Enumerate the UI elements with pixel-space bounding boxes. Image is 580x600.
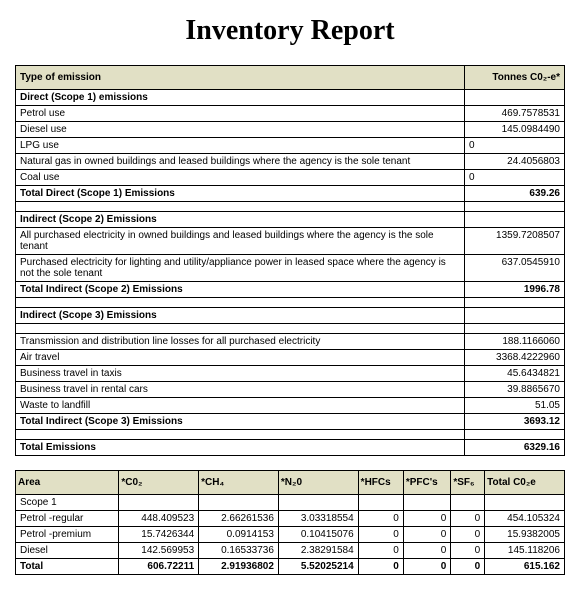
area-col-total: Total C0₂e xyxy=(485,471,565,495)
emissions-header-col2: Tonnes C0₂-e* xyxy=(465,66,565,90)
emissions-table: Type of emission Tonnes C0₂-e* Direct (S… xyxy=(15,65,565,456)
area-total-row: Total 606.72211 2.91936802 5.52025214 0 … xyxy=(16,559,565,575)
table-row: Business travel in taxis45.6434821 xyxy=(16,366,565,382)
table-row: All purchased electricity in owned build… xyxy=(16,228,565,255)
table-row: Air travel3368.4222960 xyxy=(16,350,565,366)
grand-total-row: Total Emissions6329.16 xyxy=(16,440,565,456)
area-col-n2o: *N₂0 xyxy=(278,471,358,495)
spacer-row xyxy=(16,324,565,334)
emissions-header-col1: Type of emission xyxy=(16,66,465,90)
table-row: Transmission and distribution line losse… xyxy=(16,334,565,350)
scope3-total-row: Total Indirect (Scope 3) Emissions3693.1… xyxy=(16,414,565,430)
table-row: Petrol use469.7578531 xyxy=(16,106,565,122)
table-row: Coal use0 xyxy=(16,170,565,186)
table-row: Purchased electricity for lighting and u… xyxy=(16,255,565,282)
table-row: Petrol -regular 448.409523 2.66261536 3.… xyxy=(16,511,565,527)
table-row: Diesel 142.569953 0.16533736 2.38291584 … xyxy=(16,543,565,559)
table-row: LPG use0 xyxy=(16,138,565,154)
area-header-row: Area *C0₂ *CH₄ *N₂0 *HFCs *PFC's *SF₆ To… xyxy=(16,471,565,495)
scope1-heading-row: Direct (Scope 1) emissions xyxy=(16,90,565,106)
area-table: Area *C0₂ *CH₄ *N₂0 *HFCs *PFC's *SF₆ To… xyxy=(15,470,565,575)
table-row: Business travel in rental cars39.8865670 xyxy=(16,382,565,398)
emissions-header-row: Type of emission Tonnes C0₂-e* xyxy=(16,66,565,90)
area-scope-row: Scope 1 xyxy=(16,495,565,511)
area-col-co2: *C0₂ xyxy=(119,471,199,495)
table-row: Petrol -premium 15.7426344 0.0914153 0.1… xyxy=(16,527,565,543)
table-row: Natural gas in owned buildings and lease… xyxy=(16,154,565,170)
page-title: Inventory Report xyxy=(15,15,565,47)
area-col-sf6: *SF₆ xyxy=(451,471,485,495)
scope3-heading: Indirect (Scope 3) Emissions xyxy=(16,308,465,324)
scope1-heading: Direct (Scope 1) emissions xyxy=(16,90,465,106)
scope2-heading: Indirect (Scope 2) Emissions xyxy=(16,212,465,228)
spacer-row xyxy=(16,430,565,440)
area-col-area: Area xyxy=(16,471,119,495)
scope1-total-row: Total Direct (Scope 1) Emissions639.26 xyxy=(16,186,565,202)
table-row: Waste to landfill51.05 xyxy=(16,398,565,414)
scope3-heading-row: Indirect (Scope 3) Emissions xyxy=(16,308,565,324)
area-col-hfcs: *HFCs xyxy=(358,471,403,495)
page: Inventory Report Type of emission Tonnes… xyxy=(0,0,580,585)
area-col-ch4: *CH₄ xyxy=(199,471,279,495)
spacer-row xyxy=(16,298,565,308)
spacer-row xyxy=(16,202,565,212)
area-col-pfcs: *PFC's xyxy=(403,471,451,495)
scope2-total-row: Total Indirect (Scope 2) Emissions1996.7… xyxy=(16,282,565,298)
scope2-heading-row: Indirect (Scope 2) Emissions xyxy=(16,212,565,228)
table-row: Diesel use145.0984490 xyxy=(16,122,565,138)
